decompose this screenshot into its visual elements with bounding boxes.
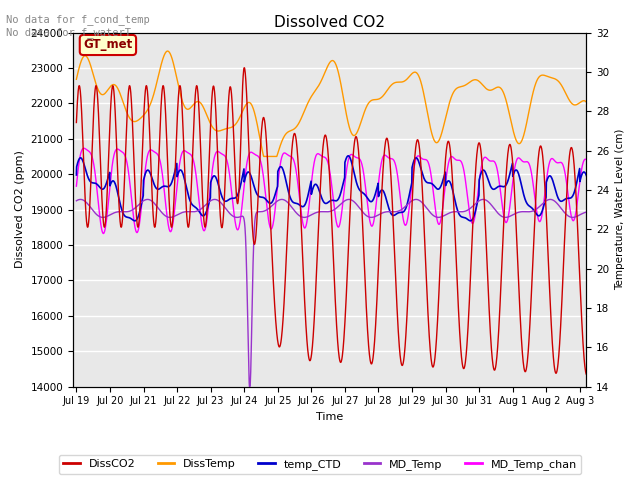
Text: GT_met: GT_met bbox=[83, 38, 132, 51]
Y-axis label: Dissolved CO2 (ppm): Dissolved CO2 (ppm) bbox=[15, 151, 25, 268]
Title: Dissolved CO2: Dissolved CO2 bbox=[275, 15, 385, 30]
X-axis label: Time: Time bbox=[316, 412, 344, 422]
Legend: DissCO2, DissTemp, temp_CTD, MD_Temp, MD_Temp_chan: DissCO2, DissTemp, temp_CTD, MD_Temp, MD… bbox=[59, 455, 581, 474]
Text: No data for f_cond_temp
No data for f_waterT: No data for f_cond_temp No data for f_wa… bbox=[6, 14, 150, 38]
Y-axis label: Temperature, Water Level (cm): Temperature, Water Level (cm) bbox=[615, 129, 625, 290]
